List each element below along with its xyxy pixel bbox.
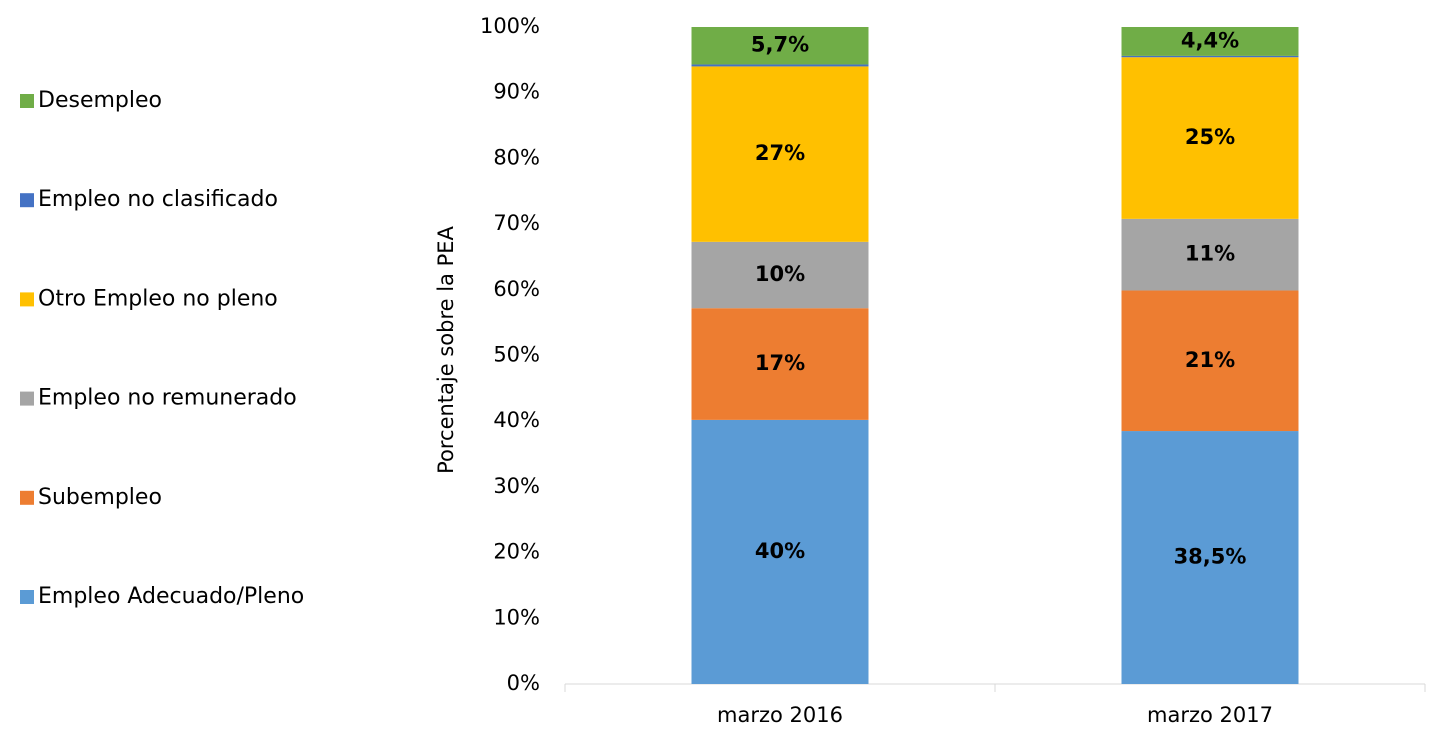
data-label: 21% [1185,348,1235,372]
bar-segment [1121,218,1299,291]
y-tick-label: 50% [493,343,540,367]
legend-swatch [20,193,34,208]
bar-segment [1121,55,1299,58]
legend-swatch [20,590,34,604]
data-label: 5,7% [751,33,809,57]
y-tick-label: 80% [493,145,540,169]
data-label: 11% [1185,242,1235,266]
bar-segment [1121,57,1299,219]
legend-swatch [20,391,34,406]
data-label: 40% [755,539,805,563]
bar-segment [691,419,869,684]
legend-swatch [20,94,34,108]
bar-segment [691,27,869,65]
data-label: 38,5% [1174,545,1247,569]
legend-label: Empleo Adecuado/Pleno [38,584,304,609]
bar-segment [691,66,869,242]
data-label: 27% [755,141,805,165]
y-axis-label: Porcentaje sobre la PEA [434,225,458,473]
data-label: 17% [755,351,805,375]
bar-segment [1121,431,1299,684]
y-tick-label: 10% [493,605,540,629]
y-tick-label: 30% [493,474,540,498]
legend-swatch [20,490,34,505]
bar-segment [1121,290,1299,432]
x-tick-label: marzo 2016 [717,703,843,727]
legend-label: Empleo no clasificado [38,187,278,212]
y-tick-label: 0% [507,671,540,695]
bar-segment [691,241,869,309]
y-tick-label: 40% [493,408,540,432]
y-tick-label: 90% [493,80,540,104]
legend-label: Subempleo [38,485,162,510]
bar-segment [1121,27,1299,56]
bar-segment [691,308,869,420]
y-tick-label: 60% [493,277,540,301]
y-tick-label: 20% [493,540,540,564]
legend-label: Desempleo [38,88,162,113]
data-label: 4,4% [1181,28,1239,52]
x-tick-label: marzo 2017 [1147,703,1273,727]
data-label: 10% [755,262,805,286]
legend-label: Empleo no remunerado [38,386,297,411]
y-tick-label: 70% [493,211,540,235]
bar-segment [691,64,869,67]
legend-swatch [20,292,34,307]
legend-label: Otro Empleo no pleno [38,286,278,311]
data-label: 25% [1185,125,1235,149]
y-tick-label: 100% [480,14,540,38]
